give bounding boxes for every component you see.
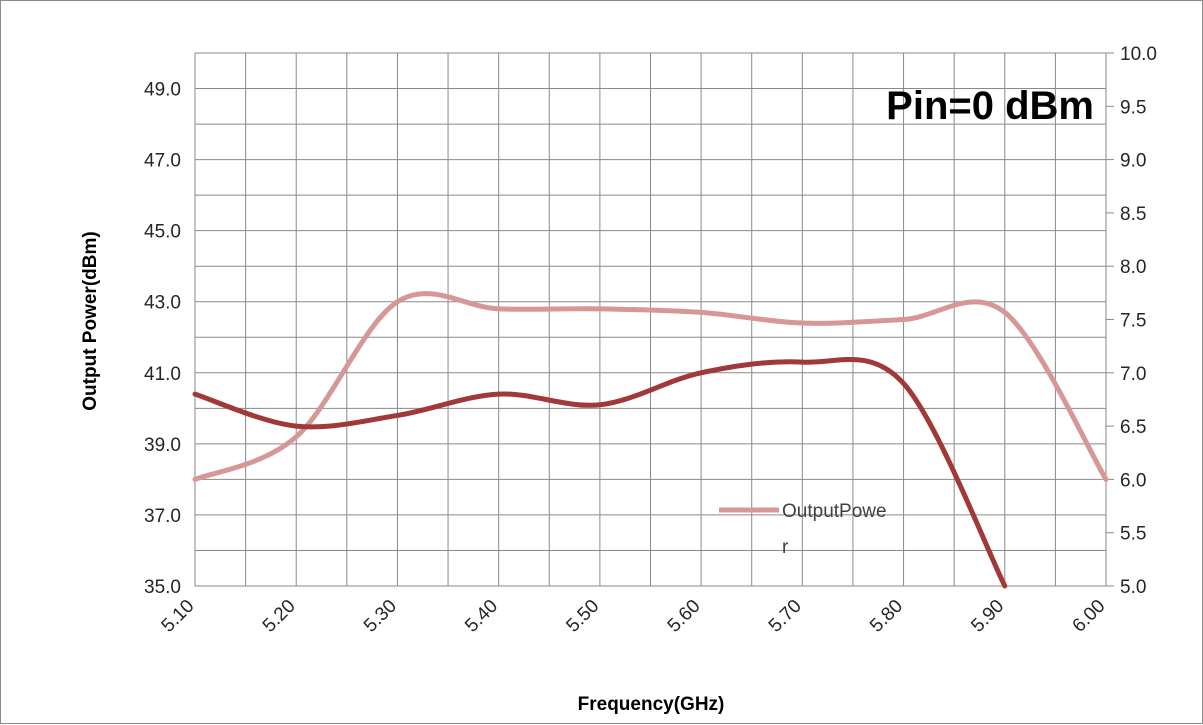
x-tick-label: 5.80	[866, 596, 907, 637]
y2-tick-label: 6.5	[1120, 417, 1146, 438]
y-tick-label: 49.0	[144, 80, 181, 101]
legend-label: OutputPowe	[782, 501, 887, 522]
y-tick-label: 45.0	[144, 222, 181, 243]
y-tick-label: 35.0	[144, 577, 181, 598]
axis-layer	[1105, 52, 1114, 587]
x-tick-label: 6.00	[1069, 596, 1110, 637]
y2-tick-label: 10.0	[1120, 44, 1157, 65]
series-layer	[192, 291, 1109, 589]
y-tick-label: 47.0	[144, 151, 181, 172]
x-tick-label: 5.20	[259, 596, 300, 637]
legend-label-wrap: r	[782, 537, 789, 558]
y2-tick-label: 7.5	[1120, 311, 1146, 332]
x-tick-label: 5.50	[562, 596, 603, 637]
x-tick-label: 5.70	[765, 596, 806, 637]
x-tick-label: 5.10	[158, 596, 199, 637]
x-tick-label: 5.40	[461, 596, 502, 637]
x-tick-label: 5.90	[967, 596, 1008, 637]
grid-layer	[194, 52, 1107, 587]
y2-tick-label: 5.0	[1120, 577, 1146, 598]
series-line-2	[192, 356, 1008, 589]
x-tick-label: 5.30	[360, 596, 401, 637]
y2-tick-label: 9.5	[1120, 97, 1146, 118]
y2-tick-label: 9.0	[1120, 151, 1146, 172]
x-axis-title: Frequency(GHz)	[578, 694, 725, 715]
y-tick-label: 39.0	[144, 435, 181, 456]
y2-tick-label: 5.5	[1120, 524, 1146, 545]
legend: OutputPowe r	[719, 501, 887, 558]
y-axis-title: Output Power(dBm)	[80, 231, 101, 410]
y-tick-label: 37.0	[144, 506, 181, 527]
y2-tick-label: 7.0	[1120, 364, 1146, 385]
y-tick-label: 41.0	[144, 364, 181, 385]
chart-annotation: Pin=0 dBm	[886, 84, 1094, 128]
y2-tick-label: 8.0	[1120, 257, 1146, 278]
series-line-1	[192, 291, 1109, 482]
y-tick-label: 43.0	[144, 293, 181, 314]
x-tick-label: 5.60	[664, 596, 705, 637]
y2-tick-label: 6.0	[1120, 470, 1146, 491]
y2-tick-label: 8.5	[1120, 204, 1146, 225]
